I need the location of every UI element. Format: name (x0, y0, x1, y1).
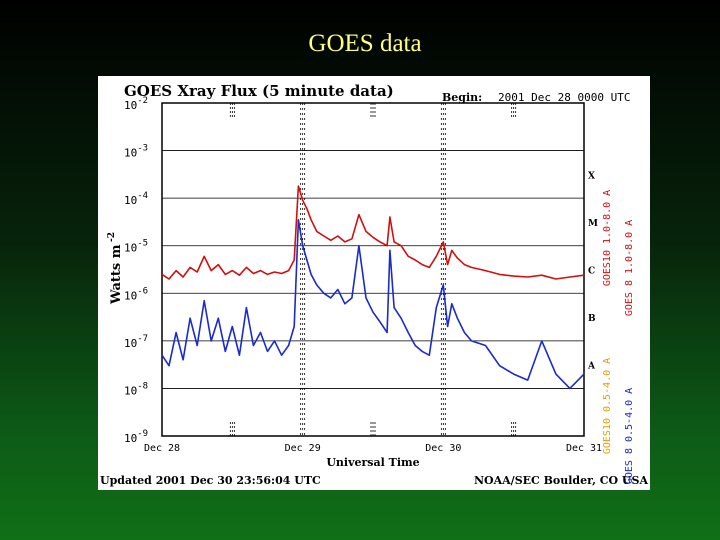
series-layer (161, 185, 585, 390)
x-tick-label: Dec 31 (566, 443, 602, 454)
series-line (161, 219, 585, 390)
x-tick-label: Dec 28 (144, 443, 180, 454)
goes-xray-plot: GOES Xray Flux (5 minute data) Begin: 20… (98, 76, 650, 490)
begin-label: Begin: (442, 91, 482, 104)
x-tick-labels: Dec 28 Dec 29 Dec 30 Dec 31 (144, 443, 602, 454)
y-axis-label-group: Watts m -2 (107, 232, 124, 305)
y-axis-label-exponent: -2 (107, 232, 117, 242)
flare-class-labels: X M C B A (587, 171, 598, 371)
y-tick-label: 10-6 (124, 286, 148, 302)
flare-class-label: X (588, 171, 595, 181)
chart-title: GOES Xray Flux (5 minute data) (124, 82, 394, 100)
footer-source: NOAA/SEC Boulder, CO USA (474, 474, 648, 487)
grid-layer (162, 102, 584, 437)
xray-flux-chart: GOES Xray Flux (5 minute data) Begin: 20… (100, 82, 648, 487)
y-tick-label: 10-9 (124, 429, 148, 445)
y-axis-label: Watts m (109, 244, 124, 305)
x-axis-label: Universal Time (326, 456, 419, 469)
footer-updated: Updated 2001 Dec 30 23:56:04 UTC (100, 474, 321, 487)
y-tick-label: 10-8 (124, 381, 148, 397)
legend: GOES10 1.0-8.0 A GOES 8 1.0-8.0 A GOES10 0… (602, 190, 635, 484)
x-tick-label: Dec 30 (425, 443, 461, 454)
series-line (161, 185, 585, 280)
begin-value: 2001 Dec 28 0000 UTC (498, 91, 630, 104)
flare-class-label: A (587, 362, 596, 372)
legend-entry: GOES 8 0.5-4.0 A (624, 388, 635, 484)
flare-class-label: M (588, 219, 598, 229)
legend-entry: GOES 8 1.0-8.0 A (624, 220, 635, 316)
y-tick-label: 10-7 (124, 334, 148, 350)
y-tick-label: 10-2 (124, 96, 148, 112)
y-tick-labels: 10-2 10-3 10-4 10-5 10-6 10-7 10-8 10-9 (124, 96, 148, 445)
y-tick-label: 10-4 (124, 191, 148, 207)
slide-title: GOES data (308, 30, 422, 57)
y-tick-label: 10-3 (124, 144, 148, 160)
x-tick-label: Dec 29 (285, 443, 321, 454)
y-tick-label: 10-5 (124, 239, 148, 255)
plot-frame (161, 102, 585, 437)
legend-entry: GOES10 0.5-4.0 A (602, 358, 613, 454)
flare-class-label: B (588, 314, 596, 324)
flare-class-label: C (588, 267, 595, 277)
legend-entry: GOES10 1.0-8.0 A (602, 190, 613, 286)
